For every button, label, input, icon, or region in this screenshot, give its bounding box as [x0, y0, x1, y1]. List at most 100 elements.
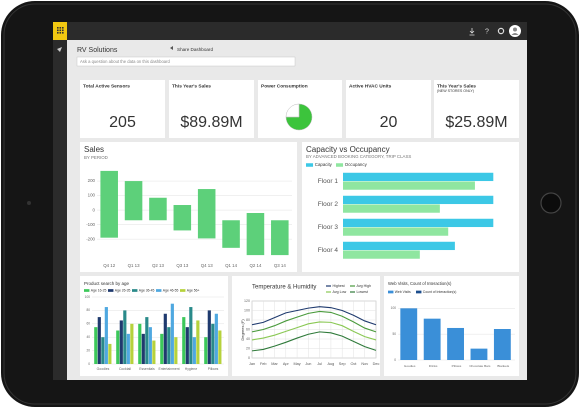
settings-icon[interactable] — [497, 27, 505, 35]
bar — [126, 333, 130, 364]
y-tick-label: -100 — [86, 222, 95, 227]
qa-search-box[interactable] — [76, 56, 296, 67]
legend-swatch — [180, 289, 186, 292]
x-tick-label: Aug — [328, 362, 335, 366]
bar — [343, 218, 494, 228]
bar — [196, 320, 200, 364]
bar — [97, 317, 101, 364]
y-tick-label: 50 — [392, 332, 396, 336]
help-icon[interactable]: ? — [485, 28, 489, 35]
bar — [160, 333, 164, 364]
bar — [343, 181, 475, 190]
camera — [27, 201, 31, 205]
bar — [343, 250, 420, 259]
legend-swatch — [132, 289, 138, 292]
bar — [167, 327, 171, 364]
bar — [192, 337, 196, 364]
y-tick-label: 100 — [88, 193, 96, 198]
launcher-icon — [57, 27, 64, 34]
chart-subtitle: BY PERIOD — [84, 155, 108, 160]
bar — [116, 330, 120, 364]
bar — [130, 323, 134, 364]
y-tick-label: 20 — [246, 346, 250, 350]
bar — [101, 337, 105, 364]
y-tick-label: 40 — [86, 335, 90, 339]
chart-subtitle: BY ADVANCED BOOKING CATEGORY, TRIP CLASS — [306, 154, 411, 159]
tile — [434, 80, 519, 138]
x-tick-label: Hygiene — [185, 367, 198, 371]
line-series — [251, 306, 377, 326]
x-tick-label: Q3 13 — [176, 263, 189, 268]
bar — [123, 310, 127, 364]
bar — [214, 313, 218, 364]
card-title: This Year's Sales — [172, 83, 211, 89]
bar — [211, 323, 215, 364]
bar — [447, 327, 464, 360]
y-tick-label: Floor 3 — [318, 224, 339, 231]
pie-slice — [285, 103, 300, 118]
line-series — [251, 321, 377, 341]
bar — [197, 189, 216, 239]
download-icon[interactable] — [469, 28, 475, 36]
y-tick-label: 100 — [85, 295, 91, 299]
x-tick-label: Pillows — [452, 364, 462, 368]
bar — [170, 303, 174, 364]
x-tick-label: Mar — [271, 362, 278, 366]
avatar-body — [511, 33, 519, 35]
x-tick-label: Apr — [283, 362, 290, 366]
x-tick-label: Chocolate Bars — [469, 364, 491, 368]
bar — [343, 204, 440, 213]
x-tick-label: Goodies — [404, 364, 416, 368]
x-tick-label: Sep — [339, 362, 346, 366]
share-dashboard[interactable]: Share Dashboard — [177, 47, 213, 52]
x-tick-label: Feb — [260, 362, 267, 366]
card-value: $89.89M — [180, 114, 242, 131]
bar — [182, 317, 186, 364]
qa-placeholder: Ask a question about the data on this da… — [80, 59, 171, 64]
home-button[interactable] — [540, 192, 562, 214]
share-icon[interactable] — [170, 46, 173, 50]
card-subtitle: (NEW STORES ONLY) — [437, 89, 474, 93]
chart-title: Capacity vs Occupancy — [306, 145, 390, 154]
legend-label: Avg High — [357, 284, 372, 288]
legend-label: Web Visits — [395, 290, 411, 294]
legend-label: Occupancy — [345, 162, 368, 167]
y-tick-label: 100 — [391, 306, 397, 310]
x-tick-label: Q3 14 — [274, 263, 287, 268]
bar — [119, 320, 123, 364]
x-tick-label: Q4 13 — [201, 263, 214, 268]
bar — [185, 327, 189, 364]
y-tick-label: 0 — [248, 356, 250, 360]
chart-title: Web Visits, Count of Interaction(s) — [388, 281, 452, 286]
x-tick-label: Blankets — [497, 364, 509, 368]
y-tick-label: Floor 1 — [318, 178, 339, 185]
y-tick-label: 120 — [244, 299, 250, 303]
top-bar — [53, 22, 527, 40]
legend-swatch — [388, 290, 394, 294]
bar — [400, 308, 418, 360]
legend-label: Age 46-55 — [163, 288, 179, 292]
bar — [138, 323, 142, 364]
legend-label: Capacity — [315, 162, 333, 167]
bar — [222, 220, 240, 248]
bar — [343, 195, 494, 205]
legend-swatch — [156, 289, 162, 292]
x-tick-label: Dec — [373, 362, 380, 366]
bar — [470, 348, 488, 360]
bar — [174, 337, 178, 364]
bar — [423, 318, 441, 360]
y-tick-label: 200 — [88, 178, 96, 183]
nav-expand[interactable] — [57, 47, 62, 52]
bar — [163, 313, 167, 364]
legend-label: Age 56+ — [187, 288, 200, 292]
legend-label: Age 16-25 — [91, 288, 107, 292]
x-tick-label: Jun — [305, 362, 311, 366]
legend-swatch — [306, 163, 314, 167]
bar — [124, 181, 143, 221]
card-value: $25.89M — [445, 114, 507, 131]
bar — [493, 329, 511, 360]
x-tick-label: Essentials — [139, 367, 155, 371]
card-title: This Year's Sales — [437, 83, 476, 89]
bar — [148, 327, 152, 364]
x-tick-label: Oct — [350, 362, 357, 366]
